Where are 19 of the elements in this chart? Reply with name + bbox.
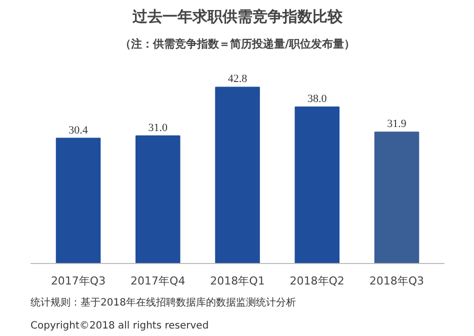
x-tick-label: 2018年Q2 [290, 274, 344, 288]
text: Copyright©2018 all rights reserved [30, 320, 209, 332]
data-label: 31.9 [387, 118, 407, 130]
data-label: 42.8 [228, 73, 248, 86]
x-tick-label: 2017年Q3 [50, 274, 106, 288]
data-label: 31.0 [148, 122, 168, 134]
text: 统计规则：基于2018年在线招聘数据库的数据监测统计分析 [30, 296, 296, 308]
chart-subtitle: （注：供需竞争指数＝简历投递量/职位发布量） [120, 38, 356, 50]
x-tick-label: 2018年Q1 [210, 274, 265, 288]
x-tick-label: 2017年Q4 [130, 274, 186, 288]
data-label: 30.4 [68, 124, 88, 136]
data-label: 38.0 [307, 93, 328, 105]
bar [56, 138, 101, 264]
bar [294, 106, 340, 264]
bar [374, 132, 420, 264]
bar [215, 86, 260, 264]
x-tick-label: 2018年Q3 [369, 274, 424, 288]
bar [135, 135, 180, 264]
chart-title: 过去一年求职供需竞争指数比较 [132, 8, 344, 26]
